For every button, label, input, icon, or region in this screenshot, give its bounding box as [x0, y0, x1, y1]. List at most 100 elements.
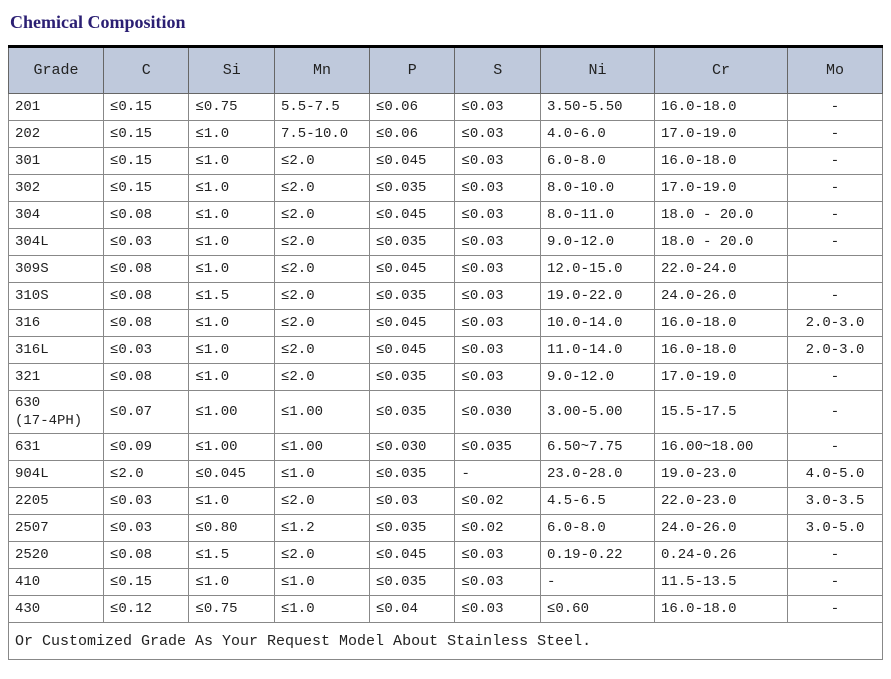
table-cell: ≤0.035 — [369, 364, 455, 391]
table-cell: ≤0.035 — [369, 175, 455, 202]
table-cell: 22.0-24.0 — [654, 256, 787, 283]
table-cell: ≤0.035 — [369, 461, 455, 488]
table-row: 304L≤0.03≤1.0≤2.0≤0.035≤0.039.0-12.018.0… — [9, 229, 883, 256]
table-row: 904L≤2.0≤0.045≤1.0≤0.035-23.0-28.019.0-2… — [9, 461, 883, 488]
table-cell: ≤0.15 — [103, 569, 189, 596]
table-cell: ≤0.035 — [369, 391, 455, 434]
table-row: 630 (17-4PH)≤0.07≤1.00≤1.00≤0.035≤0.0303… — [9, 391, 883, 434]
table-cell: 3.50-5.50 — [540, 94, 654, 121]
table-cell: ≤0.08 — [103, 364, 189, 391]
table-cell: - — [787, 364, 882, 391]
table-cell: 8.0-10.0 — [540, 175, 654, 202]
table-cell: 2.0-3.0 — [787, 310, 882, 337]
table-cell: ≤0.03 — [103, 515, 189, 542]
table-cell: 6.0-8.0 — [540, 515, 654, 542]
col-header-si: Si — [189, 47, 275, 94]
table-cell: ≤0.03 — [455, 569, 541, 596]
table-cell: 23.0-28.0 — [540, 461, 654, 488]
table-cell: 3.00-5.00 — [540, 391, 654, 434]
table-cell: 2205 — [9, 488, 104, 515]
col-header-mn: Mn — [274, 47, 369, 94]
table-cell: ≤0.02 — [455, 515, 541, 542]
table-cell: 301 — [9, 148, 104, 175]
table-cell: ≤0.04 — [369, 596, 455, 623]
table-cell: ≤1.0 — [189, 337, 275, 364]
table-cell: ≤0.03 — [455, 256, 541, 283]
table-cell: ≤1.5 — [189, 283, 275, 310]
table-cell: ≤1.0 — [189, 121, 275, 148]
col-header-p: P — [369, 47, 455, 94]
table-cell: 15.5-17.5 — [654, 391, 787, 434]
table-cell: 17.0-19.0 — [654, 121, 787, 148]
table-cell: 0.24-0.26 — [654, 542, 787, 569]
table-cell: ≤1.2 — [274, 515, 369, 542]
table-row: 316≤0.08≤1.0≤2.0≤0.045≤0.0310.0-14.016.0… — [9, 310, 883, 337]
table-cell: 4.5-6.5 — [540, 488, 654, 515]
table-cell: ≤0.03 — [455, 542, 541, 569]
table-cell: 2507 — [9, 515, 104, 542]
table-cell: ≤2.0 — [274, 229, 369, 256]
table-cell: - — [787, 94, 882, 121]
table-cell: 316L — [9, 337, 104, 364]
table-cell: - — [540, 569, 654, 596]
table-cell: ≤0.045 — [189, 461, 275, 488]
table-cell: 3.0-5.0 — [787, 515, 882, 542]
table-cell: - — [787, 283, 882, 310]
table-cell: ≤0.03 — [455, 202, 541, 229]
table-row: 2507≤0.03≤0.80≤1.2≤0.035≤0.026.0-8.024.0… — [9, 515, 883, 542]
table-cell: ≤0.03 — [455, 94, 541, 121]
table-cell: ≤0.035 — [369, 569, 455, 596]
table-cell: ≤0.12 — [103, 596, 189, 623]
table-row: 201≤0.15≤0.755.5-7.5≤0.06≤0.033.50-5.501… — [9, 94, 883, 121]
table-cell: ≤0.030 — [455, 391, 541, 434]
table-cell: 630 (17-4PH) — [9, 391, 104, 434]
table-cell: ≤0.08 — [103, 256, 189, 283]
table-cell: 11.0-14.0 — [540, 337, 654, 364]
table-cell: ≤0.045 — [369, 202, 455, 229]
table-cell: - — [787, 229, 882, 256]
table-cell: 7.5-10.0 — [274, 121, 369, 148]
table-cell: ≤0.09 — [103, 434, 189, 461]
table-cell: ≤1.0 — [189, 229, 275, 256]
table-row: 2520≤0.08≤1.5≤2.0≤0.045≤0.030.19-0.220.2… — [9, 542, 883, 569]
table-cell: 9.0-12.0 — [540, 229, 654, 256]
table-cell: ≤1.0 — [189, 488, 275, 515]
table-row: 310S≤0.08≤1.5≤2.0≤0.035≤0.0319.0-22.024.… — [9, 283, 883, 310]
table-cell: ≤0.06 — [369, 94, 455, 121]
table-cell: 430 — [9, 596, 104, 623]
table-cell: ≤0.03 — [455, 364, 541, 391]
table-cell: 304 — [9, 202, 104, 229]
table-row: 202≤0.15≤1.07.5-10.0≤0.06≤0.034.0-6.017.… — [9, 121, 883, 148]
table-cell: ≤2.0 — [274, 310, 369, 337]
composition-table: Grade C Si Mn P S Ni Cr Mo 201≤0.15≤0.75… — [8, 45, 883, 660]
table-row: 410≤0.15≤1.0≤1.0≤0.035≤0.03-11.5-13.5- — [9, 569, 883, 596]
table-cell: ≤0.03 — [455, 148, 541, 175]
table-cell: 0.19-0.22 — [540, 542, 654, 569]
table-cell: ≤1.5 — [189, 542, 275, 569]
col-header-s: S — [455, 47, 541, 94]
table-row: 321≤0.08≤1.0≤2.0≤0.035≤0.039.0-12.017.0-… — [9, 364, 883, 391]
table-cell: ≤1.0 — [189, 310, 275, 337]
table-cell: ≤0.03 — [455, 175, 541, 202]
table-cell: 302 — [9, 175, 104, 202]
col-header-grade: Grade — [9, 47, 104, 94]
table-cell: 316 — [9, 310, 104, 337]
table-cell: 16.0-18.0 — [654, 337, 787, 364]
table-cell: - — [787, 202, 882, 229]
table-cell: ≤0.03 — [455, 229, 541, 256]
table-cell: ≤1.0 — [189, 202, 275, 229]
table-cell: 16.00~18.00 — [654, 434, 787, 461]
table-cell: 310S — [9, 283, 104, 310]
table-cell: ≤0.045 — [369, 542, 455, 569]
table-cell: ≤0.03 — [103, 229, 189, 256]
table-cell: ≤2.0 — [274, 283, 369, 310]
col-header-mo: Mo — [787, 47, 882, 94]
table-cell: ≤2.0 — [274, 148, 369, 175]
table-cell: - — [787, 542, 882, 569]
table-cell: ≤0.15 — [103, 94, 189, 121]
table-cell: ≤2.0 — [274, 337, 369, 364]
table-cell: 904L — [9, 461, 104, 488]
table-cell: ≤0.03 — [455, 121, 541, 148]
table-cell: 17.0-19.0 — [654, 175, 787, 202]
table-cell: 8.0-11.0 — [540, 202, 654, 229]
